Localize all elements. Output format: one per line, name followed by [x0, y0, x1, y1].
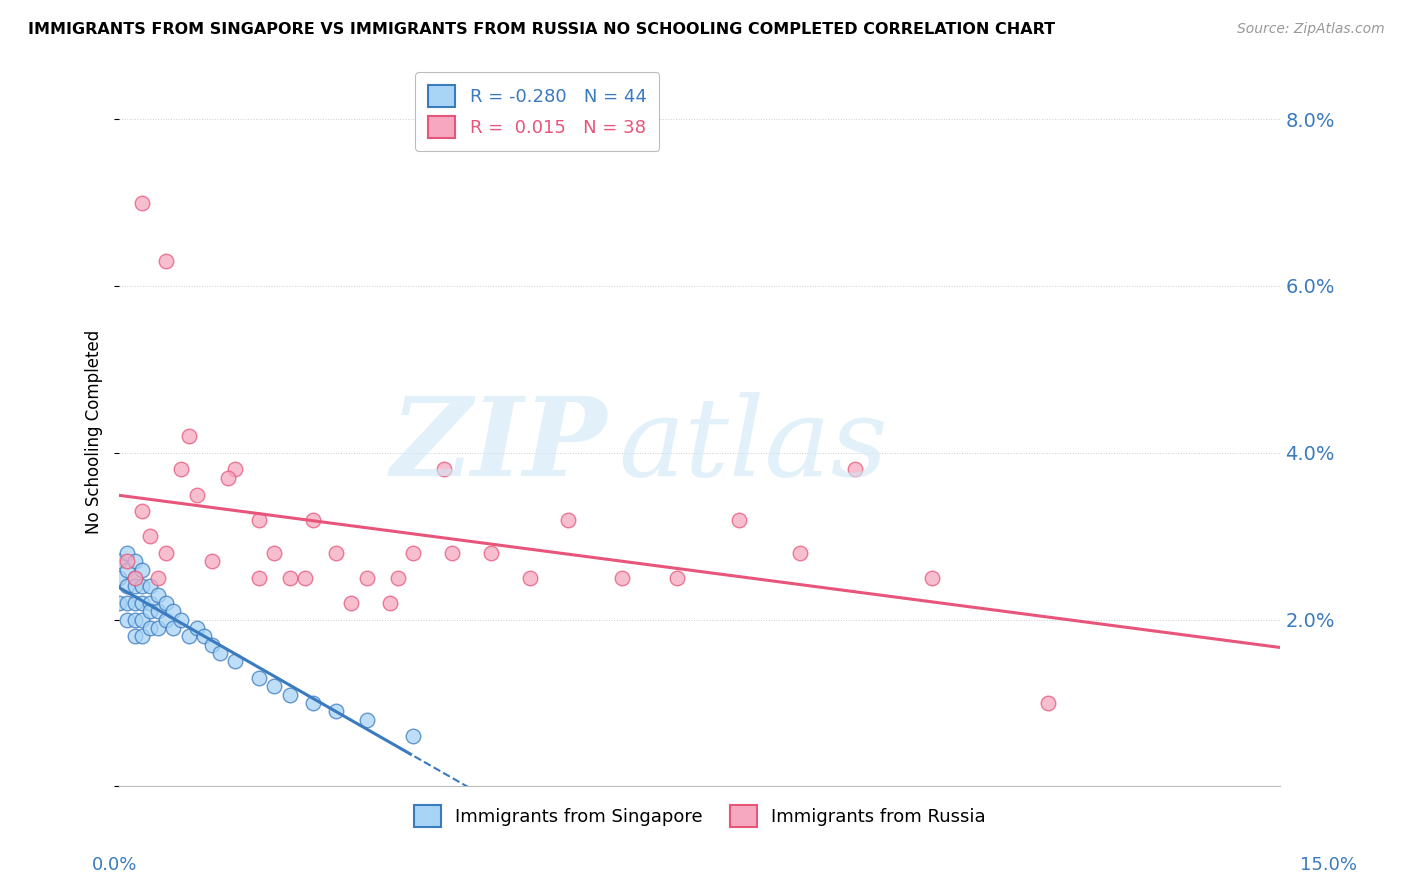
- Point: [186, 487, 208, 501]
- Point: [131, 504, 153, 518]
- Point: [131, 563, 153, 577]
- Y-axis label: No Schooling Completed: No Schooling Completed: [86, 330, 103, 534]
- Point: [612, 571, 634, 585]
- Point: [162, 604, 184, 618]
- Point: [131, 596, 153, 610]
- Point: [124, 613, 146, 627]
- Point: [139, 604, 162, 618]
- Point: [356, 713, 378, 727]
- Point: [139, 529, 162, 543]
- Point: [340, 596, 363, 610]
- Point: [146, 621, 169, 635]
- Point: [387, 571, 409, 585]
- Point: [224, 654, 246, 668]
- Point: [124, 629, 146, 643]
- Point: [325, 705, 347, 719]
- Point: [131, 613, 153, 627]
- Point: [278, 688, 301, 702]
- Point: [155, 546, 177, 560]
- Point: [433, 462, 456, 476]
- Point: [146, 604, 169, 618]
- Point: [124, 596, 146, 610]
- Point: [162, 621, 184, 635]
- Point: [170, 613, 193, 627]
- Text: Source: ZipAtlas.com: Source: ZipAtlas.com: [1237, 22, 1385, 37]
- Point: [108, 554, 131, 568]
- Point: [155, 613, 177, 627]
- Point: [115, 596, 138, 610]
- Point: [115, 613, 138, 627]
- Point: [131, 629, 153, 643]
- Point: [844, 462, 866, 476]
- Point: [146, 588, 169, 602]
- Point: [177, 629, 200, 643]
- Point: [124, 579, 146, 593]
- Point: [247, 571, 270, 585]
- Point: [115, 554, 138, 568]
- Point: [789, 546, 811, 560]
- Point: [278, 571, 301, 585]
- Point: [727, 512, 749, 526]
- Text: 0.0%: 0.0%: [91, 856, 136, 874]
- Point: [124, 554, 146, 568]
- Text: atlas: atlas: [619, 392, 889, 500]
- Point: [402, 730, 425, 744]
- Point: [139, 579, 162, 593]
- Point: [177, 429, 200, 443]
- Point: [921, 571, 943, 585]
- Point: [224, 462, 246, 476]
- Point: [301, 696, 323, 710]
- Point: [124, 571, 146, 585]
- Legend: Immigrants from Singapore, Immigrants from Russia: Immigrants from Singapore, Immigrants fr…: [406, 797, 993, 834]
- Point: [208, 646, 231, 660]
- Point: [108, 571, 131, 585]
- Point: [170, 462, 193, 476]
- Point: [139, 621, 162, 635]
- Point: [441, 546, 464, 560]
- Point: [479, 546, 502, 560]
- Point: [115, 579, 138, 593]
- Point: [124, 571, 146, 585]
- Point: [247, 671, 270, 685]
- Text: 15.0%: 15.0%: [1299, 856, 1357, 874]
- Point: [115, 546, 138, 560]
- Point: [356, 571, 378, 585]
- Point: [665, 571, 688, 585]
- Point: [263, 679, 285, 693]
- Point: [115, 563, 138, 577]
- Point: [139, 596, 162, 610]
- Point: [108, 596, 131, 610]
- Point: [217, 471, 239, 485]
- Point: [186, 621, 208, 635]
- Text: IMMIGRANTS FROM SINGAPORE VS IMMIGRANTS FROM RUSSIA NO SCHOOLING COMPLETED CORRE: IMMIGRANTS FROM SINGAPORE VS IMMIGRANTS …: [28, 22, 1056, 37]
- Point: [247, 512, 270, 526]
- Point: [131, 579, 153, 593]
- Point: [201, 554, 224, 568]
- Point: [201, 638, 224, 652]
- Point: [146, 571, 169, 585]
- Point: [131, 195, 153, 210]
- Point: [263, 546, 285, 560]
- Point: [155, 596, 177, 610]
- Text: ZIP: ZIP: [391, 392, 607, 500]
- Point: [155, 254, 177, 268]
- Point: [557, 512, 579, 526]
- Point: [325, 546, 347, 560]
- Point: [301, 512, 323, 526]
- Point: [1038, 696, 1060, 710]
- Point: [193, 629, 215, 643]
- Point: [294, 571, 316, 585]
- Point: [402, 546, 425, 560]
- Point: [519, 571, 541, 585]
- Point: [380, 596, 402, 610]
